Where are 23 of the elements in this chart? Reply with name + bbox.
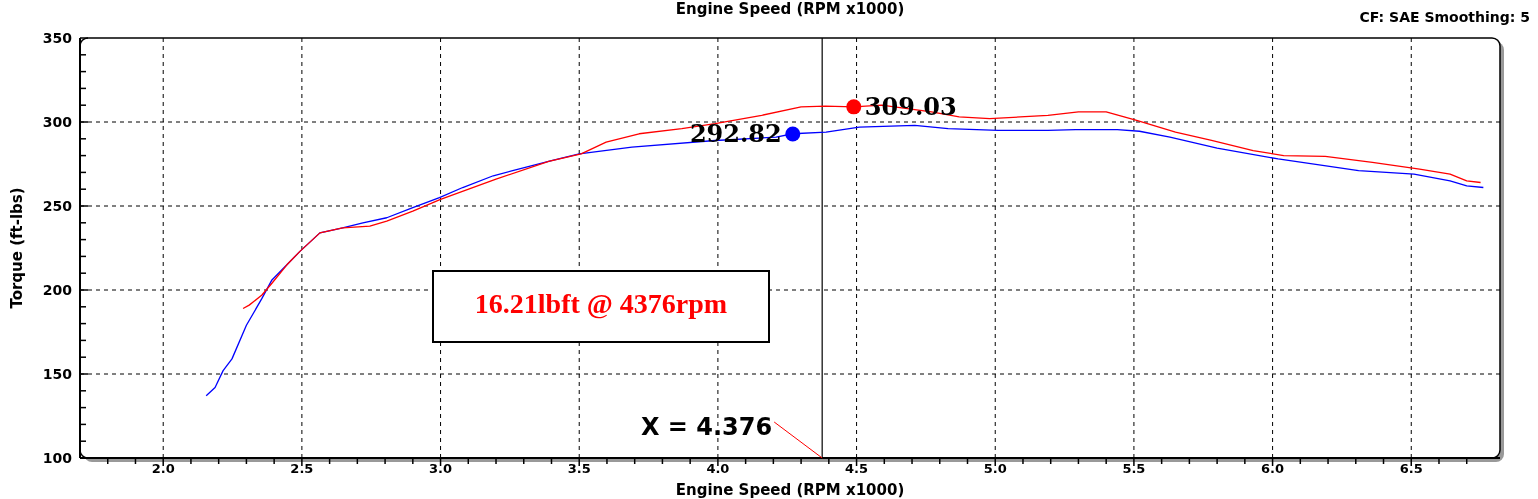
text: CF: SAE Smoothing: 5 bbox=[1359, 9, 1530, 25]
y-tick-label: 150 bbox=[42, 366, 73, 382]
y-tick-label: 300 bbox=[42, 114, 73, 130]
line-series bbox=[205, 124, 1485, 397]
x-tick-label: 3.0 bbox=[429, 461, 453, 476]
x-tick-label: 5.0 bbox=[983, 461, 1007, 476]
y-tick-label: 350 bbox=[42, 30, 73, 46]
y-tick-label: 200 bbox=[42, 282, 73, 298]
x-tick-label: 6.5 bbox=[1399, 461, 1423, 476]
y-tick-label: 100 bbox=[42, 450, 73, 466]
y-axis-title: Torque (ft-lbs) bbox=[8, 187, 26, 309]
x-tick-label: 3.5 bbox=[567, 461, 591, 476]
x-tick-label: 6.0 bbox=[1261, 461, 1285, 476]
x-tick-label: 2.5 bbox=[290, 461, 314, 476]
chart-title: Engine Speed (RPM x1000) bbox=[675, 0, 905, 18]
annotation: 16.21lbft @ 4376rpm bbox=[474, 288, 728, 319]
x-tick-label: 5.5 bbox=[1122, 461, 1146, 476]
x-tick-label: 4.5 bbox=[845, 461, 869, 476]
ref-line-label: X = 4.376 bbox=[640, 413, 773, 441]
x-tick-label: 2.0 bbox=[151, 461, 175, 476]
y-tick-label: 250 bbox=[42, 198, 73, 214]
x-tick-label: 4.0 bbox=[706, 461, 730, 476]
x-axis-title: Engine Speed (RPM x1000) bbox=[675, 481, 905, 499]
